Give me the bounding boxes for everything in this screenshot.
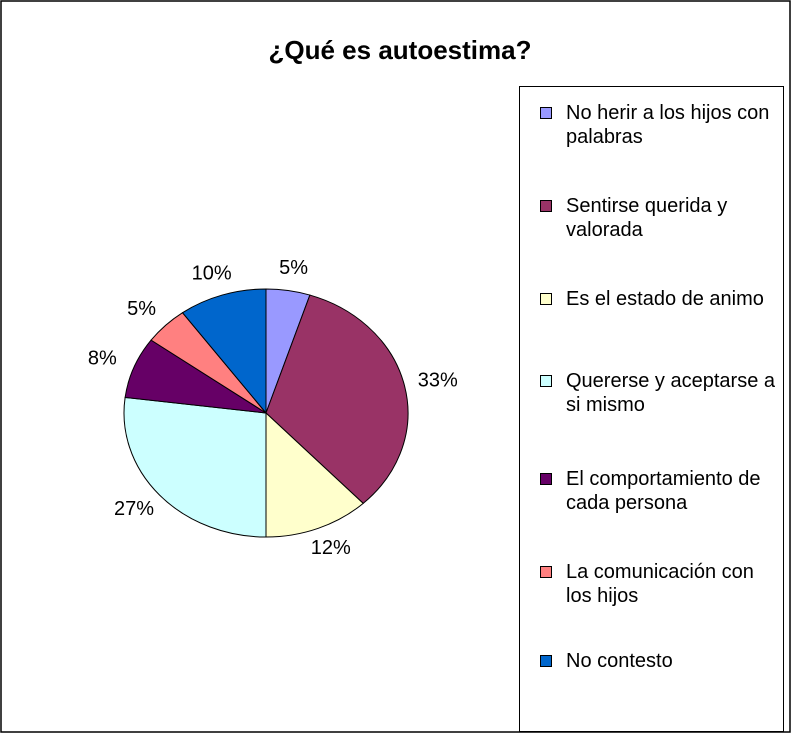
legend-label: No contesto — [566, 650, 673, 672]
legend-swatch — [540, 566, 552, 578]
data-label: 27% — [114, 498, 154, 520]
legend-item: Sentirse querida y valorada — [540, 194, 780, 242]
legend-swatch — [540, 107, 552, 119]
pie-slice — [265, 294, 409, 505]
data-label: 5% — [127, 298, 156, 320]
legend-label: No herir a los hijos con palabras — [566, 102, 770, 148]
legend-swatch — [540, 473, 552, 485]
legend-item: Quererse y aceptarse a si mismo — [540, 369, 780, 417]
legend-label: La comunicación con los hijos — [566, 561, 754, 607]
legend-label: El comportamiento de cada persona — [566, 468, 761, 514]
legend-swatch — [540, 200, 552, 212]
pie-slice — [181, 288, 267, 415]
legend-item: No contesto — [540, 649, 780, 673]
legend-item: Es el estado de animo — [540, 287, 780, 311]
pie-slice — [123, 396, 267, 538]
data-label: 12% — [311, 537, 351, 559]
legend-item: No herir a los hijos con palabras — [540, 101, 780, 149]
legend-item: El comportamiento de cada persona — [540, 467, 780, 515]
legend-swatch — [540, 655, 552, 667]
chart-title: ¿Qué es autoestima? — [269, 35, 532, 65]
legend: No herir a los hijos con palabras Sentirs… — [519, 86, 784, 732]
pie-slice — [265, 411, 364, 538]
legend-label: Es el estado de animo — [566, 288, 764, 310]
legend-item: La comunicación con los hijos — [540, 560, 780, 608]
data-label: 5% — [279, 257, 308, 279]
legend-swatch — [540, 293, 552, 305]
data-label: 8% — [88, 348, 117, 370]
data-label: 33% — [418, 369, 458, 391]
legend-label: Sentirse querida y valorada — [566, 195, 728, 241]
data-label: 10% — [192, 262, 232, 284]
legend-swatch — [540, 375, 552, 387]
legend-label: Quererse y aceptarse a si mismo — [566, 370, 775, 416]
